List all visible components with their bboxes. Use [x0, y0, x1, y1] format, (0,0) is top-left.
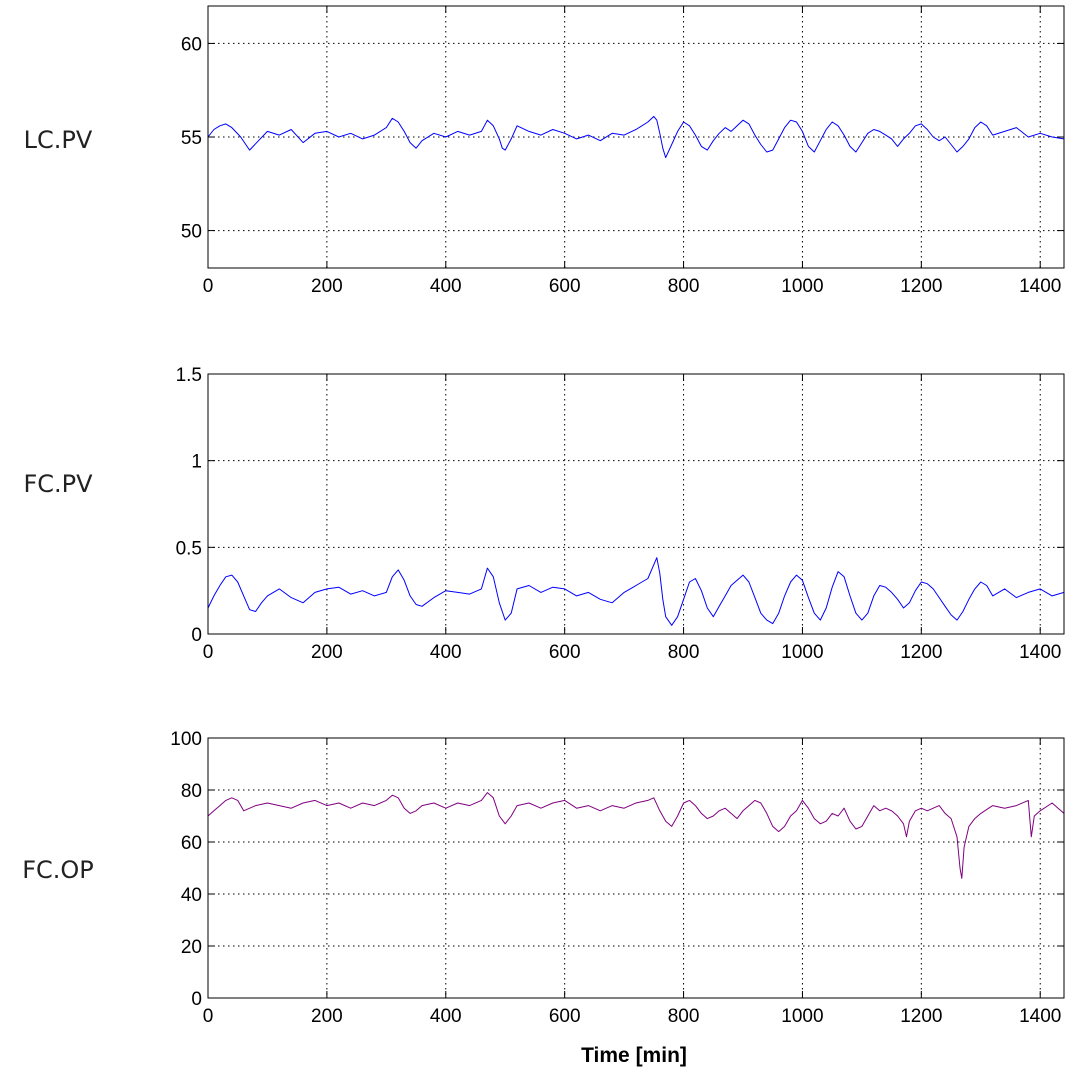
fc-pv-panel: FC.PV 0 200 400 600 800 1000 1200 1400 0 0.5 1 1.5	[23, 365, 1065, 663]
fc-pv-y-tick-label: 0	[191, 625, 202, 646]
fc-op-x-tick-label: 200	[311, 1006, 343, 1027]
lc-pv-x-tick-label: 1000	[781, 276, 823, 297]
fc-op-row-label: FC.OP	[22, 856, 94, 884]
lc-pv-axes	[207, 5, 1065, 269]
lc-pv-y-tick-label: 60	[181, 34, 202, 55]
fc-pv-x-tick-label: 0	[203, 642, 214, 663]
lc-pv-x-tick-label: 1400	[1019, 276, 1061, 297]
lc-pv-x-tick-label: 800	[668, 276, 700, 297]
fc-op-panel: FC.OP Time [min] 0 200 400 600 800 1000 1200 14…	[22, 729, 1065, 1067]
fc-op-y-tick-label: 0	[191, 989, 202, 1010]
fc-op-x-tick-label: 600	[549, 1006, 581, 1027]
lc-pv-series-line	[207, 115, 1065, 159]
fc-pv-y-tick-label: 1	[191, 452, 202, 473]
fc-op-y-tick-label: 100	[170, 729, 202, 750]
fc-pv-series-line	[207, 557, 1065, 626]
fc-op-series-line	[207, 792, 1065, 879]
time-axis-label: Time [min]	[581, 1044, 687, 1067]
fc-op-x-tick-label: 0	[203, 1006, 214, 1027]
lc-pv-x-tick-label: 1200	[900, 276, 942, 297]
fc-pv-axes-frame	[207, 373, 1065, 635]
fc-pv-x-tick-label: 1200	[900, 642, 942, 663]
fc-op-y-tick-label: 40	[181, 885, 202, 906]
fc-pv-x-tick-label: 200	[311, 642, 343, 663]
lc-pv-x-tick-label: 200	[311, 276, 343, 297]
lc-pv-y-tick-label: 55	[181, 128, 202, 149]
fc-op-x-tick-label: 1400	[1019, 1006, 1061, 1027]
fc-pv-x-tick-label: 600	[549, 642, 581, 663]
lc-pv-x-tick-label: 400	[430, 276, 462, 297]
fc-op-x-tick-label: 1200	[900, 1006, 942, 1027]
fc-pv-row-label: FC.PV	[23, 470, 93, 498]
fc-op-x-tick-label: 800	[668, 1006, 700, 1027]
fc-pv-x-tick-label: 800	[668, 642, 700, 663]
fc-op-axes	[207, 737, 1065, 999]
fc-op-y-tick-label: 80	[181, 781, 202, 802]
fc-pv-x-tick-label: 1000	[781, 642, 823, 663]
lc-pv-x-tick-label: 0	[203, 276, 214, 297]
lc-pv-row-label: LC.PV	[24, 126, 93, 154]
lc-pv-axes-frame	[207, 5, 1065, 269]
fc-op-x-tick-label: 1000	[781, 1006, 823, 1027]
fc-pv-y-tick-label: 0.5	[176, 538, 202, 559]
lc-pv-panel: LC.PV 0 200 400 600 800 1000 1200 1400 50 55 60	[24, 5, 1065, 297]
lc-pv-y-tick-label: 50	[181, 222, 202, 243]
fc-pv-axes	[207, 373, 1065, 635]
fc-op-axes-frame	[207, 737, 1065, 999]
fc-pv-y-tick-label: 1.5	[176, 365, 202, 386]
fc-pv-x-tick-label: 1400	[1019, 642, 1061, 663]
fc-op-y-tick-label: 20	[181, 937, 202, 958]
fc-pv-x-tick-label: 400	[430, 642, 462, 663]
fc-op-x-tick-label: 400	[430, 1006, 462, 1027]
lc-pv-x-tick-label: 600	[549, 276, 581, 297]
fc-op-y-tick-label: 60	[181, 833, 202, 854]
